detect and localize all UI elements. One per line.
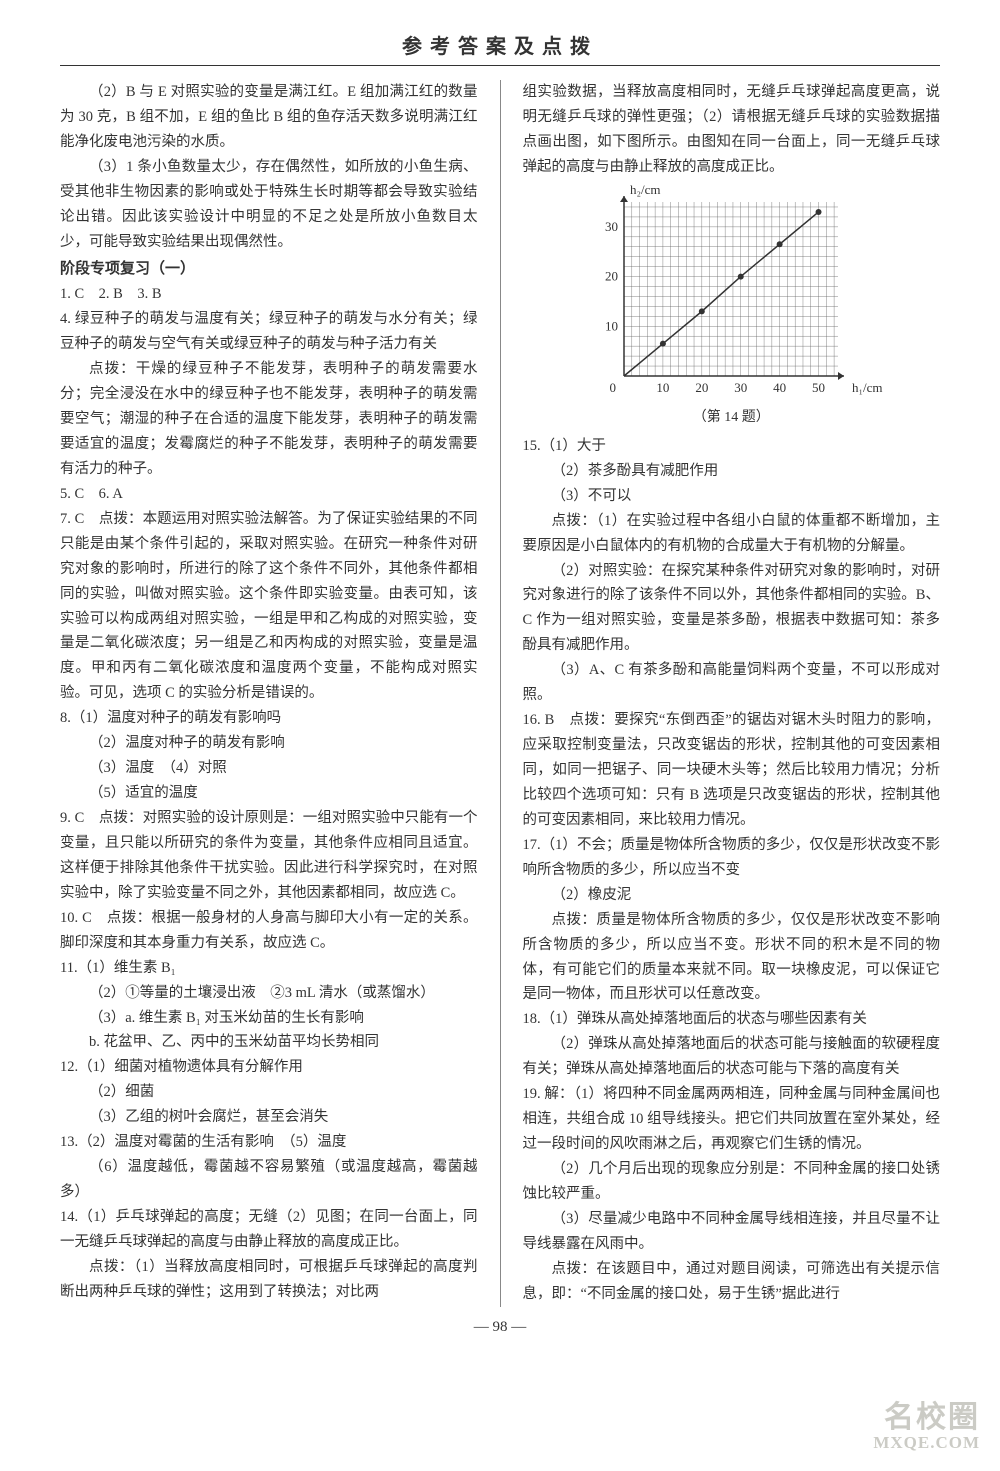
q8-5: （5）适宜的温度 [60,781,478,806]
left-p2: （3）1 条小鱼数量太少，存在偶然性，如所放的小鱼生病、受其他非生物因素的影响或… [60,155,478,255]
svg-text:40: 40 [773,380,786,395]
q11-3: （3）a. 维生素 B₁ 对玉米幼苗的生长有影响 [60,1006,478,1031]
q18-2: （2）弹珠从高处掉落地面后的状态可能与接触面的软硬程度有关；弹珠从高处掉落地面后… [522,1032,940,1082]
chart-caption: （第 14 题） [522,406,940,430]
svg-text:10: 10 [605,318,618,333]
chart-wrap: 10 20 30 40 50 10 20 30 0 h₁/cm h₂/cm [522,184,940,404]
q19-3: （3）尽量减少电路中不同种金属导线相连接，并且尽量不让导线暴露在风雨中。 [522,1207,940,1257]
q4-b: 点拨：干燥的绿豆种子不能发芽，表明种子的萌发需要水分；完全浸没在水中的绿豆种子也… [60,357,478,482]
q8-3: （3）温度 （4）对照 [60,756,478,781]
q8-2: （2）温度对种子的萌发有影响 [60,731,478,756]
q17-3: 点拨：质量是物体所含物质的多少，仅仅是形状改变不影响所含物质的多少，所以应当不变… [522,908,940,1008]
q1-3: 1. C 2. B 3. B [60,282,478,307]
watermark-line2: MXQE.COM [873,1434,980,1453]
q17-2: （2）橡皮泥 [522,883,940,908]
q18-1: 18.（1）弹珠从高处掉落地面后的状态与哪些因素有关 [522,1007,940,1032]
q14-1: 14.（1）乒乓球弹起的高度；无缝（2）见图；在同一台面上，同一无缝乒乓球弹起的… [60,1205,478,1255]
q16: 16. B 点拨：要探究“东倒西歪”的锯齿对锯木头时阻力的影响，应采取控制变量法… [522,708,940,833]
q8-1: 8.（1）温度对种子的萌发有影响吗 [60,706,478,731]
q15-5: （2）对照实验：在探究某种条件对研究对象的影响时，对研究对象进行的除了该条件不同… [522,559,940,659]
q13-2: （6）温度越低，霉菌越不容易繁殖（或温度越高，霉菌越多） [60,1155,478,1205]
chart-q14: 10 20 30 40 50 10 20 30 0 h₁/cm h₂/cm [576,184,886,404]
q13-1: 13.（2）温度对霉菌的生活有影响 （5）温度 [60,1130,478,1155]
q10: 10. C 点拨：根据一般身材的人身高与脚印大小有一定的关系。脚印深度和其本身重… [60,906,478,956]
q19-1: 19. 解：（1）将四种不同金属两两相连，同种金属与同种金属间也相连，共组合成 … [522,1082,940,1157]
q12-1: 12.（1）细菌对植物遗体具有分解作用 [60,1055,478,1080]
svg-text:10: 10 [657,380,670,395]
q15-6: （3）A、C 有茶多酚和高能量饲料两个变量，不可以形成对照。 [522,658,940,708]
q17-1: 17.（1）不会；质量是物体所含物质的多少，仅仅是形状改变不影响所含物质的多少，… [522,833,940,883]
page-title: 参考答案及点拨 [60,30,940,66]
q11-1: 11.（1）维生素 B₁ [60,956,478,981]
svg-text:h₂/cm: h₂/cm [630,184,661,197]
q12-3: （3）乙组的树叶会腐烂，甚至会消失 [60,1105,478,1130]
q4-a: 4. 绿豆种子的萌发与温度有关；绿豆种子的萌发与水分有关；绿豆种子的萌发与空气有… [60,307,478,357]
svg-text:50: 50 [812,380,825,395]
q5-6: 5. C 6. A [60,482,478,507]
page-number: — 98 — [60,1319,940,1336]
left-column: （2）B 与 E 对照实验的变量是满江红。E 组加满江红的数量为 30 克，B … [60,80,478,1307]
q19-4: 点拨：在该题目中，通过对题目阅读，可筛选出有关提示信息，即：“不同金属的接口处，… [522,1257,940,1307]
q9: 9. C 点拨：对照实验的设计原则是：一组对照实验中只能有一个变量，且只能以所研… [60,806,478,906]
q7: 7. C 点拨：本题运用对照实验法解答。为了保证实验结果的不同只能是由某个条件引… [60,507,478,707]
svg-text:h₁/cm: h₁/cm [852,380,883,395]
q11-4: b. 花盆甲、乙、丙中的玉米幼苗平均长势相同 [60,1030,478,1055]
svg-text:30: 30 [605,219,618,234]
q12-2: （2）细菌 [60,1080,478,1105]
q11-2: （2）①等量的土壤浸出液 ②3 mL 清水（或蒸馏水） [60,981,478,1006]
svg-text:20: 20 [696,380,709,395]
content-columns: （2）B 与 E 对照实验的变量是满江红。E 组加满江红的数量为 30 克，B … [60,80,940,1307]
right-column: 组实验数据，当释放高度相同时，无缝乒乓球弹起高度更高，说明无缝乒乓球的弹性更强；… [522,80,940,1307]
svg-text:30: 30 [734,380,747,395]
q19-2: （2）几个月后出现的现象应分别是：不同种金属的接口处锈蚀比较严重。 [522,1157,940,1207]
q14-2: 点拨：（1）当释放高度相同时，可根据乒乓球弹起的高度判断出两种乒乓球的弹性；这用… [60,1255,478,1305]
watermark: 名校圈 MXQE.COM [873,1401,980,1453]
q15-1: 15.（1）大于 [522,434,940,459]
watermark-line1: 名校圈 [873,1401,980,1434]
left-p1: （2）B 与 E 对照实验的变量是满江红。E 组加满江红的数量为 30 克，B … [60,80,478,155]
q15-2: （2）茶多酚具有减肥作用 [522,459,940,484]
column-divider [500,80,501,1307]
q15-3: （3）不可以 [522,484,940,509]
q15-4: 点拨：（1）在实验过程中各组小白鼠的体重都不断增加，主要原因是小白鼠体内的有机物… [522,509,940,559]
svg-text:20: 20 [605,268,618,283]
right-p1: 组实验数据，当释放高度相同时，无缝乒乓球弹起高度更高，说明无缝乒乓球的弹性更强；… [522,80,940,180]
section-heading: 阶段专项复习（一） [60,257,478,283]
svg-text:0: 0 [610,380,617,395]
